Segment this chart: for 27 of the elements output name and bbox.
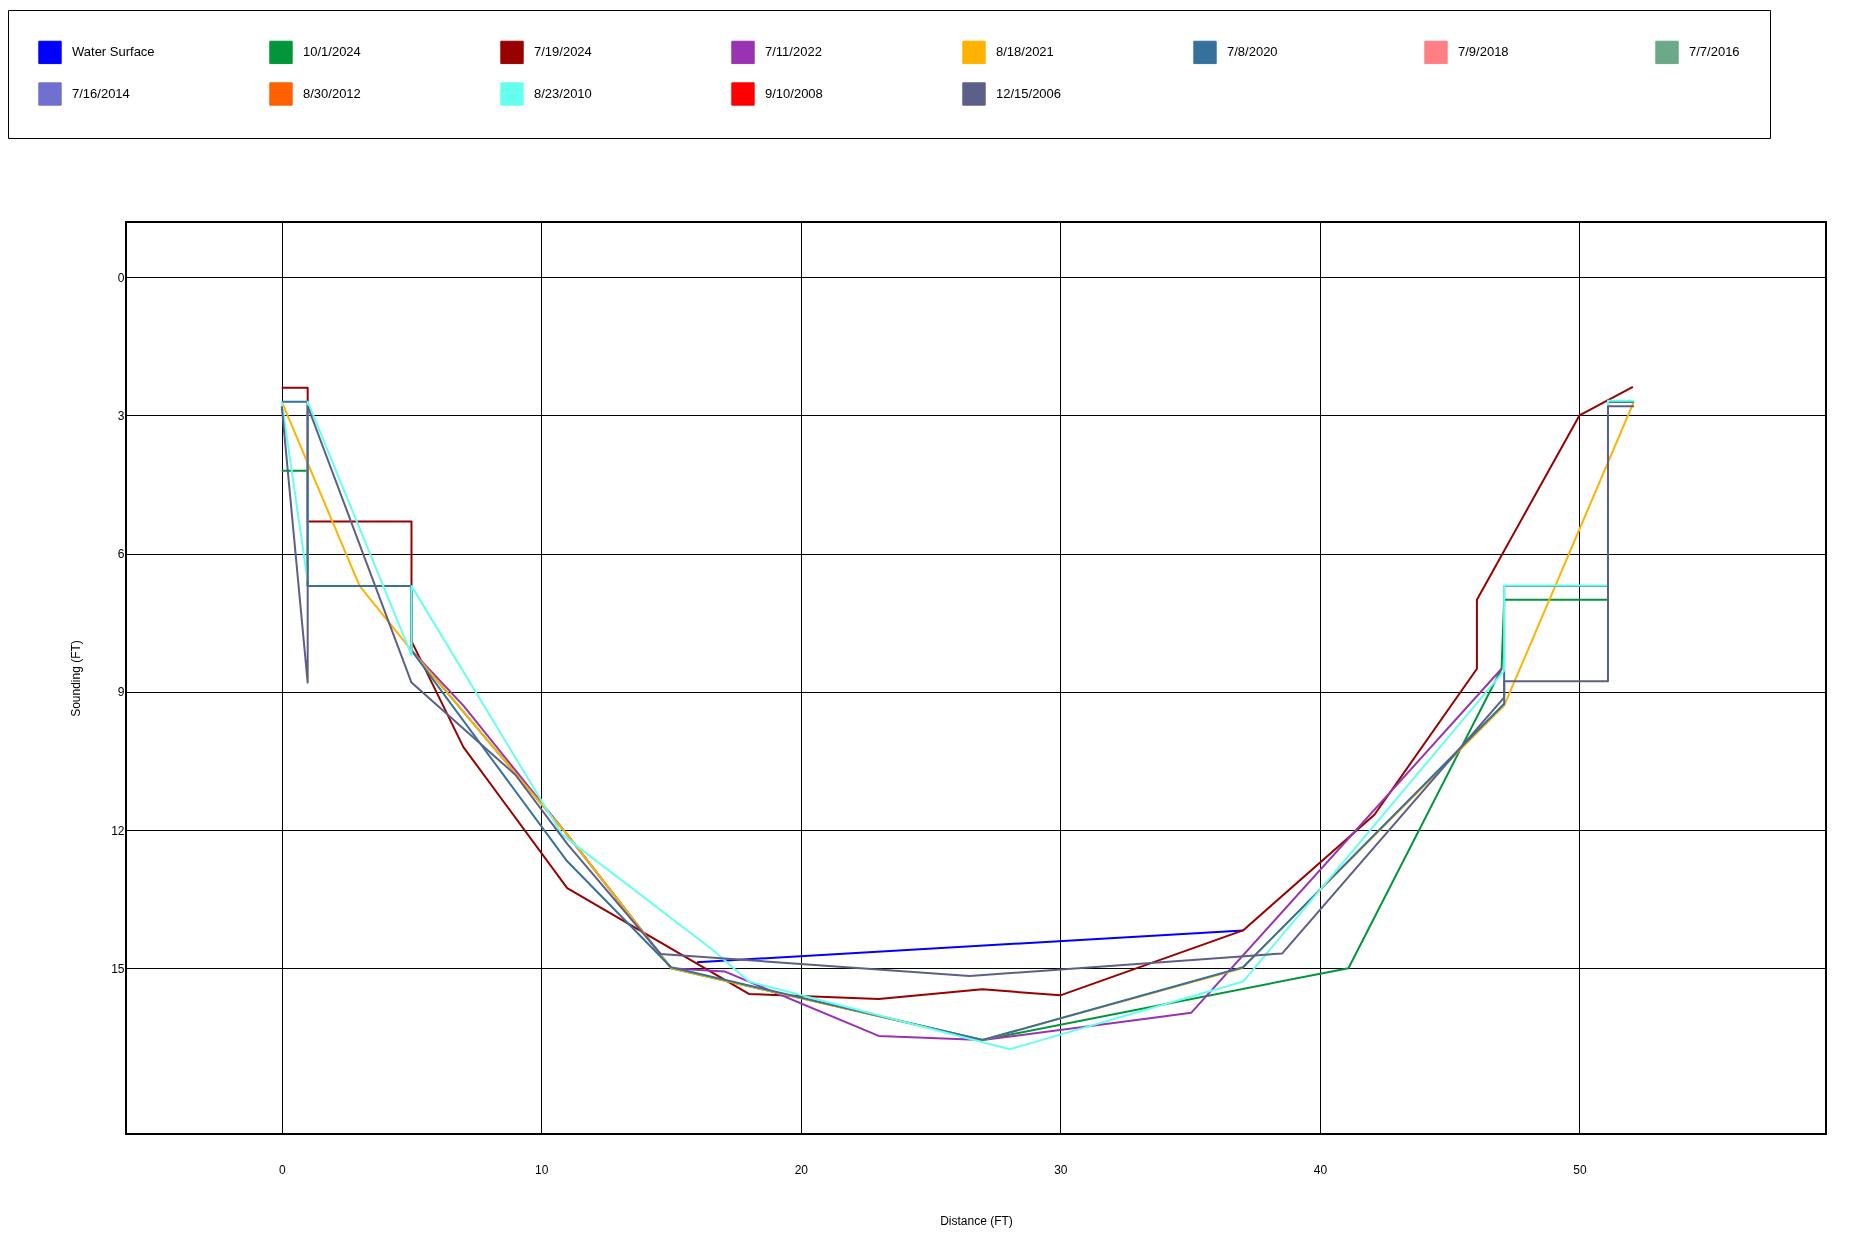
legend-label: 7/11/2022: [765, 44, 822, 60]
y-tick-label: 6: [117, 547, 125, 562]
y-axis-title: Sounding (FT): [69, 640, 84, 717]
x-tick-label: 40: [1313, 1162, 1328, 1177]
legend-label: 7/9/2018: [1458, 44, 1509, 60]
x-tick-label: 30: [1054, 1162, 1068, 1177]
legend-label: 8/30/2012: [303, 86, 361, 101]
x-tick-label: 20: [794, 1162, 809, 1177]
legend-label: 7/19/2024: [534, 44, 592, 60]
legend-label: Water Surface: [72, 44, 155, 60]
y-tick-label: 3: [117, 408, 125, 423]
legend-label: 8/23/2010: [534, 86, 592, 101]
x-tick-label: 10: [535, 1162, 549, 1177]
x-axis-title: Distance (FT): [940, 1213, 1013, 1228]
y-tick-label: 9: [117, 685, 125, 700]
legend-label: 7/7/2016: [1689, 44, 1740, 60]
legend-label: 8/18/2021: [996, 44, 1054, 60]
x-tick-label: 50: [1573, 1162, 1587, 1177]
legend-label: 9/10/2008: [765, 86, 823, 101]
legend-label: 10/1/2024: [303, 44, 361, 60]
y-tick-label: 12: [111, 823, 125, 838]
x-tick-label: 0: [278, 1162, 286, 1177]
legend-label: 7/16/2014: [72, 86, 130, 101]
legend-label: 7/8/2020: [1227, 44, 1278, 60]
y-tick-label: 0: [117, 270, 125, 285]
legend-label: 12/15/2006: [996, 86, 1062, 101]
y-tick-label: 15: [111, 961, 125, 976]
